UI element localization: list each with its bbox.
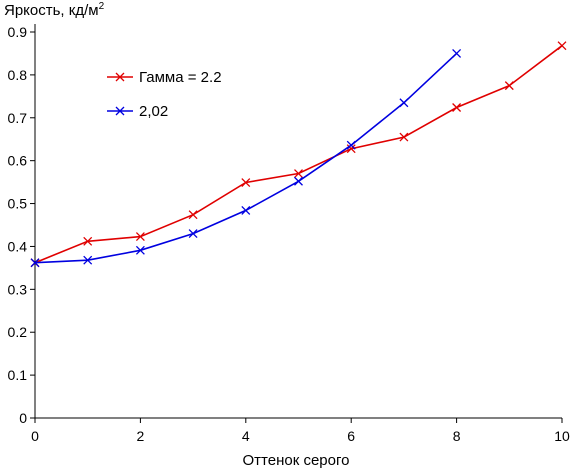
data-point (115, 106, 125, 116)
data-point (557, 41, 567, 51)
x-tick-label: 10 (554, 428, 570, 444)
x-tick-label: 0 (31, 428, 39, 444)
data-point (241, 178, 251, 187)
y-tick-label: 0.5 (8, 196, 28, 212)
data-point (399, 98, 409, 108)
data-point (346, 144, 356, 154)
data-point (452, 103, 462, 112)
data-point (399, 132, 409, 142)
y-tick-label: 0.7 (8, 110, 28, 126)
x-tick-label: 2 (137, 428, 145, 444)
data-point (241, 205, 251, 215)
x-tick-label: 8 (453, 428, 461, 444)
data-point (115, 72, 125, 82)
axes: 0 0.1 0.2 0.3 0.4 0.5 0.6 0.7 0.8 0.9 0 2 4 6 8 10 (8, 24, 570, 444)
series-layer (30, 41, 567, 268)
data-point (294, 169, 303, 178)
series-2 (30, 48, 462, 268)
y-tick-label: 0.2 (8, 324, 28, 340)
data-point (452, 48, 462, 58)
data-point (135, 245, 145, 255)
data-point (346, 140, 356, 150)
x-tick-label: 4 (242, 428, 250, 444)
data-point (30, 258, 40, 268)
legend-entry: 2,02 (107, 103, 168, 120)
x-tick-label: 6 (347, 428, 355, 444)
y-tick-label: 0.3 (8, 281, 28, 297)
series-line (34, 45, 563, 264)
legend: Гамма = 2.2 2,02 (107, 69, 222, 120)
y-tick-label: 0.8 (8, 67, 28, 83)
legend-label: Гамма = 2.2 (139, 69, 222, 86)
series-1 (30, 41, 567, 268)
data-point (294, 176, 303, 186)
legend-label: 2,02 (139, 103, 168, 120)
y-tick-label: 0.6 (8, 153, 28, 169)
legend-entry: Гамма = 2.2 (107, 69, 222, 86)
data-point (188, 229, 198, 239)
series-line (34, 52, 458, 264)
y-axis-label: Яркость, кд/м2 (4, 1, 105, 19)
data-point (188, 210, 198, 220)
y-tick-label: 0.9 (8, 24, 28, 40)
y-tick-label: 0.4 (8, 238, 28, 254)
data-point (83, 255, 93, 265)
y-tick-label: 0 (19, 410, 27, 426)
x-axis-label: Оттенок серого (243, 452, 350, 468)
y-tick-label: 0.1 (8, 367, 28, 383)
data-point (83, 236, 93, 246)
data-point (504, 81, 514, 91)
data-point (135, 232, 145, 242)
